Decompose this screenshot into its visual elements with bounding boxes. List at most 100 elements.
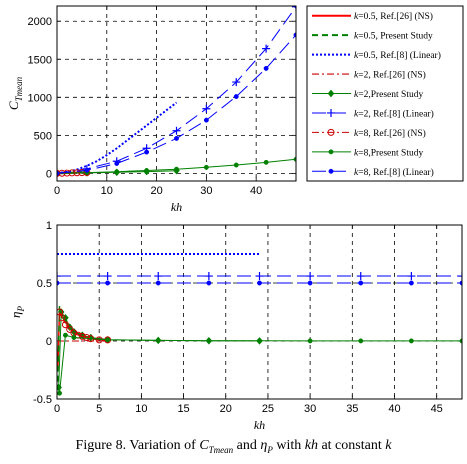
x-tick-label: 15: [177, 403, 189, 415]
caption-middle: with: [272, 438, 305, 453]
legend-entry-label: k=2, Ref.[8] (Linear): [354, 108, 434, 119]
x-tick-label: 40: [250, 185, 262, 197]
legend-entry-label: k=0.5, Present Study: [354, 32, 433, 42]
x-tick-label: 30: [200, 185, 212, 197]
caption-c-sub: Tmean: [208, 444, 234, 455]
x-tick-label: 10: [135, 403, 147, 415]
data-point: [263, 159, 269, 165]
x-tick-label: 35: [346, 403, 358, 415]
data-point: [57, 308, 64, 316]
data-point: [255, 272, 264, 281]
legend-entry-label: k=0.5, Ref.[26] (NS): [354, 11, 433, 22]
data-point: [57, 272, 61, 281]
x-tick-label: 5: [96, 403, 102, 415]
y-tick-label: 1500: [28, 54, 52, 66]
data-point: [204, 272, 213, 281]
data-point: [57, 280, 60, 286]
caption-eta-sub: P: [267, 444, 273, 455]
chart-ctmean: 0 10 20 30 40 0 500 1000 1500 2000 kh CTmean: [6, 5, 297, 214]
data-point: [233, 162, 239, 168]
data-point: [84, 167, 90, 173]
data-point: [105, 337, 111, 343]
figure-caption: Figure 8. Variation of CTmean and ηP wit…: [0, 438, 467, 455]
x-axis-label: kh: [254, 418, 265, 432]
axes-frame: [56, 5, 297, 182]
data-point: [103, 272, 112, 281]
y-tick-label: 500: [34, 130, 52, 142]
caption-and: and: [233, 438, 261, 453]
data-point: [144, 168, 150, 173]
data-point: [408, 280, 414, 286]
plot-area: [57, 225, 462, 399]
y-axis-label: ηP: [8, 306, 26, 318]
x-tick-label: 20: [150, 185, 162, 197]
data-point: [71, 335, 77, 340]
data-point: [78, 332, 86, 340]
data-point: [62, 332, 68, 338]
x-tick-label: 0: [54, 403, 60, 415]
data-point: [407, 272, 416, 281]
series-layer: [57, 6, 296, 178]
data-point: [292, 6, 296, 11]
caption-k: k: [385, 438, 392, 453]
legend-entry-label: k=2, Ref.[26] (NS): [354, 70, 426, 81]
legend-marker: [327, 108, 335, 117]
plot-area: [57, 6, 296, 181]
data-point: [174, 135, 179, 141]
data-point: [172, 126, 181, 135]
series-layer: [57, 253, 462, 396]
data-point: [114, 161, 120, 166]
data-point: [458, 272, 462, 281]
data-point: [306, 272, 315, 281]
data-point: [257, 280, 262, 286]
y-axis-label: CTmean: [6, 76, 24, 110]
y-tick-label: 1000: [28, 92, 52, 104]
data-point: [83, 334, 91, 342]
data-point: [66, 325, 74, 333]
data-point: [233, 94, 239, 99]
x-tick-label: 25: [262, 403, 274, 415]
data-point: [144, 149, 150, 155]
x-tick-label: 0: [54, 185, 60, 197]
data-point: [263, 65, 269, 71]
y-tick-label: 0.5: [37, 278, 52, 290]
data-point: [358, 338, 364, 344]
x-tick-label: 20: [220, 403, 232, 415]
data-point: [57, 170, 60, 176]
data-point: [57, 390, 62, 396]
data-point: [154, 272, 163, 281]
y-tick-label: -0.5: [33, 394, 52, 406]
legend-entry-label: k=0.5, Ref.[8] (Linear): [354, 50, 441, 61]
data-point: [307, 338, 313, 344]
axes-frame: [56, 224, 463, 400]
legend-entry-label: k=8, Ref.[8] (Linear): [354, 167, 434, 178]
data-point: [61, 321, 69, 329]
legend-marker: [328, 149, 334, 155]
data-point: [257, 338, 262, 344]
data-point: [356, 272, 365, 281]
y-tick-label: 2000: [28, 16, 52, 28]
x-axis-label: kh: [171, 200, 182, 214]
data-point: [58, 314, 66, 322]
x-tick-label: 10: [101, 185, 113, 197]
data-point: [202, 104, 211, 113]
legend: k=0.5, Ref.[26] (NS) k=0.5, Present Study…: [306, 5, 464, 182]
legend-entry-label: k=8, Ref.[26] (NS): [354, 128, 426, 139]
data-point: [155, 337, 161, 343]
data-point: [262, 44, 271, 53]
caption-at: at constant: [317, 438, 386, 453]
legend-marker: [327, 128, 335, 136]
caption-c: C: [199, 438, 209, 453]
data-point: [408, 338, 414, 344]
legend-marker: [327, 89, 335, 98]
y-tick-label: 0: [46, 336, 52, 348]
x-tick-label: 45: [431, 403, 443, 415]
y-tick-label: 0: [46, 168, 52, 180]
data-point: [203, 117, 209, 123]
data-point: [206, 280, 212, 286]
legend-entry-label: k=2,Present Study: [354, 90, 423, 100]
data-point: [206, 338, 212, 344]
data-point: [155, 280, 161, 286]
